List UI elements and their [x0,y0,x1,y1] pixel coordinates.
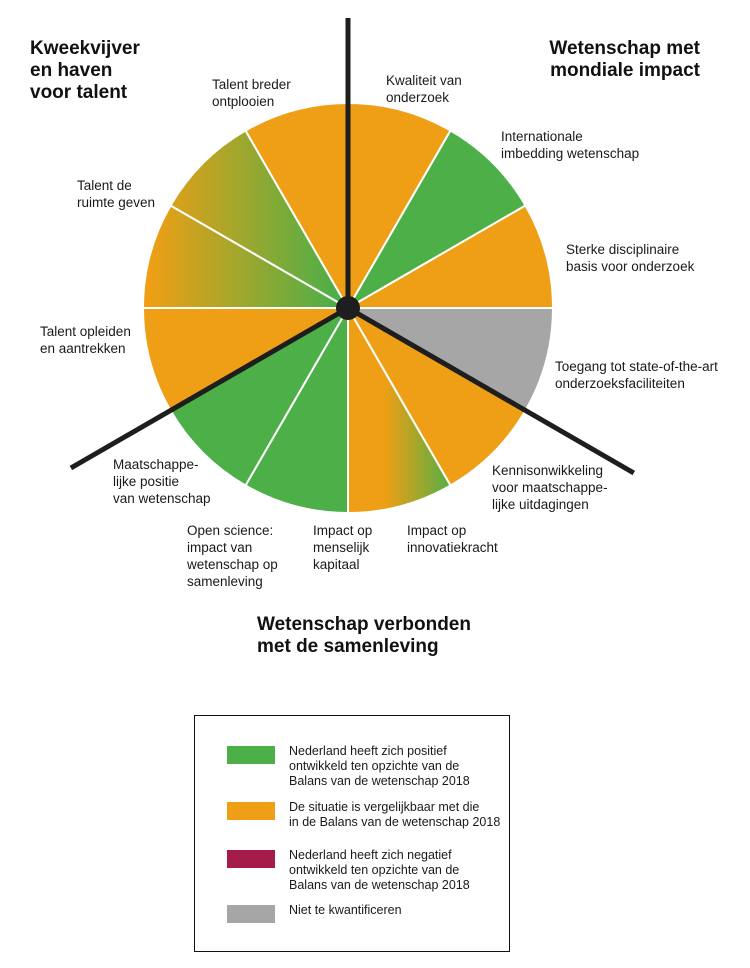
legend-item-comparable: De situatie is vergelijkbaar met die in … [227,800,500,830]
legend: Nederland heeft zich positief ontwikkeld… [194,715,510,952]
axis-lower-right [346,305,636,476]
label-innovatiekracht: Impact op innovatiekracht [407,523,498,555]
legend-swatch-positive [227,746,275,764]
legend-item-negative: Nederland heeft zich negatief ontwikkeld… [227,848,470,893]
group-title-talent: Kweekvijver en haven voor talent [30,38,140,104]
label-kwaliteit-onderzoek: Kwaliteit van onderzoek [386,73,462,105]
label-onderzoeksfaciliteiten: Toegang tot state-of-the-art onderzoeksf… [555,359,718,391]
segment-talent-opleiden [141,204,352,309]
label-disciplinaire-basis: Sterke disciplinaire basis voor onderzoe… [566,242,695,274]
segment-disciplinaire-basis [344,204,555,309]
segment-menselijk-kapitaal [244,304,349,515]
label-maatschappelijke-positie: Maatschappe- lijke positie van wetenscha… [113,457,211,506]
label-talent-opleiden: Talent opleiden en aantrekken [40,324,131,356]
legend-item-positive: Nederland heeft zich positief ontwikkeld… [227,744,470,789]
legend-swatch-comparable [227,802,275,820]
legend-item-not-quantifiable: Niet te kwantificeren [227,903,402,923]
legend-text-negative: Nederland heeft zich negatief ontwikkeld… [289,848,470,892]
axis-lower-left [69,305,350,471]
segment-talent-ruimte [169,129,351,311]
label-talent-ruimte: Talent de ruimte geven [77,178,156,210]
legend-swatch-negative [227,850,275,868]
label-internationale-imbedding: Internationale imbedding wetenschap [501,129,640,161]
segment-innovatiekracht [347,304,452,515]
legend-text-comparable: De situatie is vergelijkbaar met die in … [289,800,501,829]
label-menselijk-kapitaal: Impact op menselijk kapitaal [313,523,373,572]
legend-text-not-quantifiable: Niet te kwantificeren [289,903,402,917]
legend-swatch-not-quantifiable [227,905,275,923]
label-kennisontwikkeling: Kennisonwikkeling voor maatschappe- lijk… [492,463,608,512]
wheel-hub [336,296,360,320]
label-open-science: Open science: impact van wetenschap op s… [187,523,278,589]
group-title-global-impact: Wetenschap met mondiale impact [549,38,700,81]
indicator-wheel [69,18,636,515]
group-title-talent-l1: Kweekvijver en haven voor talent [30,38,140,103]
segment-internationale-imbedding [345,129,527,311]
label-talent-ontplooien: Talent breder ontplooien [212,77,291,109]
legend-text-positive: Nederland heeft zich positief ontwikkeld… [289,744,470,788]
group-title-society: Wetenschap verbonden met de samenleving [257,614,471,657]
